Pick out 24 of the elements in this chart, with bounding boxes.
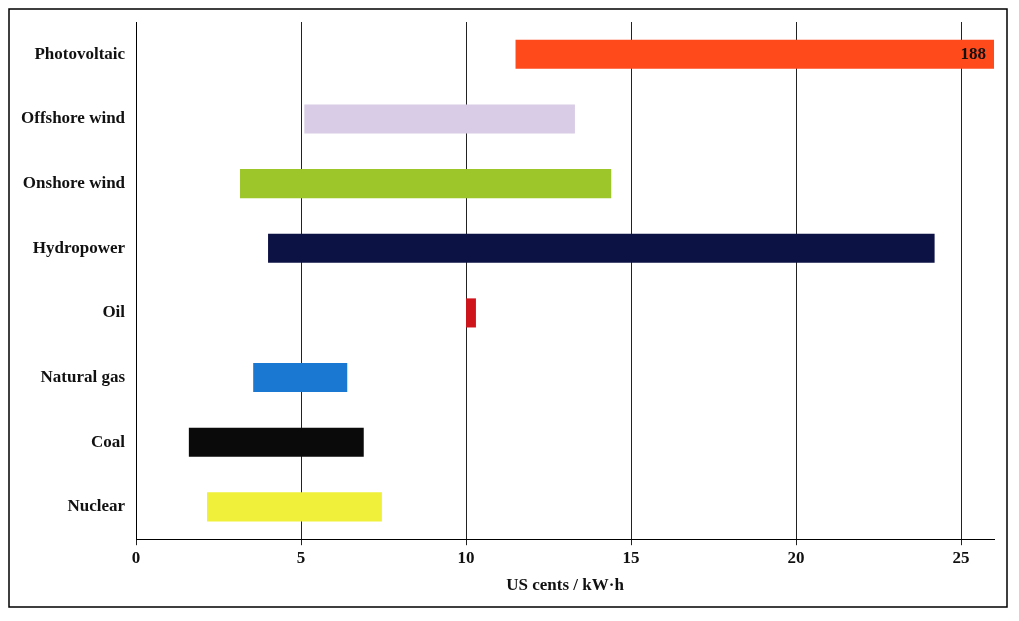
y-tick-label: Hydropower	[32, 237, 126, 257]
x-tick-label: 10	[457, 547, 475, 567]
x-tick-label: 15	[622, 547, 640, 567]
x-tick-label: 5	[296, 547, 306, 567]
y-tick-label: Photovoltaic	[34, 43, 126, 63]
bar	[268, 233, 935, 263]
y-tick-label: Coal	[91, 431, 126, 451]
x-tick-label: 20	[787, 547, 805, 567]
y-tick-label: Natural gas	[40, 366, 126, 386]
y-tick-label: Nuclear	[67, 496, 126, 516]
x-tick-label: 0	[131, 547, 141, 567]
bar	[466, 298, 476, 328]
bar	[304, 104, 575, 134]
y-tick-label: Onshore wind	[22, 173, 126, 193]
annotation: 188	[960, 43, 986, 63]
y-tick-label: Oil	[102, 302, 126, 322]
bar	[207, 492, 382, 522]
bar	[515, 39, 994, 69]
x-axis-title: US cents / kW·h	[506, 575, 625, 595]
y-tick-label: Offshore wind	[21, 108, 126, 128]
bar	[240, 169, 612, 199]
bar	[253, 363, 348, 393]
bar	[188, 427, 364, 457]
x-tick-label: 25	[952, 547, 970, 567]
